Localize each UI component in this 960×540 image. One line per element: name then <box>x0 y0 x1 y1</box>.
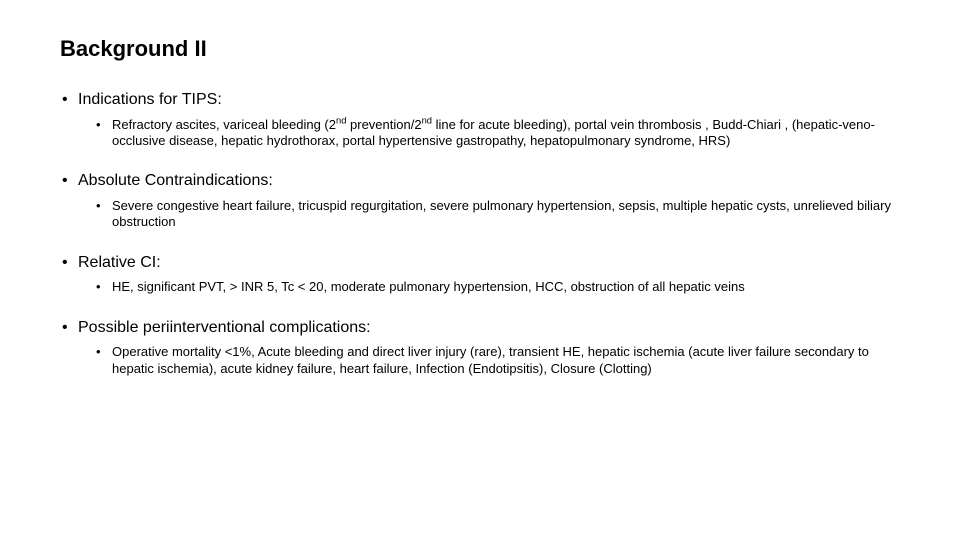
section-body: Refractory ascites, variceal bleeding (2… <box>112 117 900 150</box>
bullet-icon: • <box>60 90 78 111</box>
section-heading: Absolute Contraindications: <box>78 171 273 192</box>
bullet-icon: • <box>60 318 78 339</box>
section-header: • Indications for TIPS: <box>60 90 900 111</box>
slide-title: Background II <box>60 36 900 62</box>
section-heading: Relative CI: <box>78 253 161 274</box>
section-header: • Relative CI: <box>60 253 900 274</box>
section-heading: Indications for TIPS: <box>78 90 222 111</box>
section-body: Severe congestive heart failure, tricusp… <box>112 198 900 231</box>
section-body-row: • Refractory ascites, variceal bleeding … <box>60 117 900 150</box>
bullet-icon: • <box>96 198 112 214</box>
bullet-icon: • <box>96 279 112 295</box>
slide: Background II • Indications for TIPS: • … <box>0 0 960 540</box>
bullet-icon: • <box>60 253 78 274</box>
section-body-row: • Operative mortality <1%, Acute bleedin… <box>60 344 900 377</box>
section-absolute-contraindications: • Absolute Contraindications: • Severe c… <box>60 171 900 230</box>
section-complications: • Possible periinterventional complicati… <box>60 318 900 377</box>
section-indications: • Indications for TIPS: • Refractory asc… <box>60 90 900 149</box>
section-heading: Possible periinterventional complication… <box>78 318 371 339</box>
section-body-row: • HE, significant PVT, > INR 5, Tc < 20,… <box>60 279 900 295</box>
bullet-icon: • <box>96 344 112 360</box>
bullet-icon: • <box>60 171 78 192</box>
section-header: • Absolute Contraindications: <box>60 171 900 192</box>
section-body-row: • Severe congestive heart failure, tricu… <box>60 198 900 231</box>
section-body: HE, significant PVT, > INR 5, Tc < 20, m… <box>112 279 745 295</box>
bullet-icon: • <box>96 117 112 133</box>
section-relative-ci: • Relative CI: • HE, significant PVT, > … <box>60 253 900 296</box>
section-body: Operative mortality <1%, Acute bleeding … <box>112 344 900 377</box>
section-header: • Possible periinterventional complicati… <box>60 318 900 339</box>
